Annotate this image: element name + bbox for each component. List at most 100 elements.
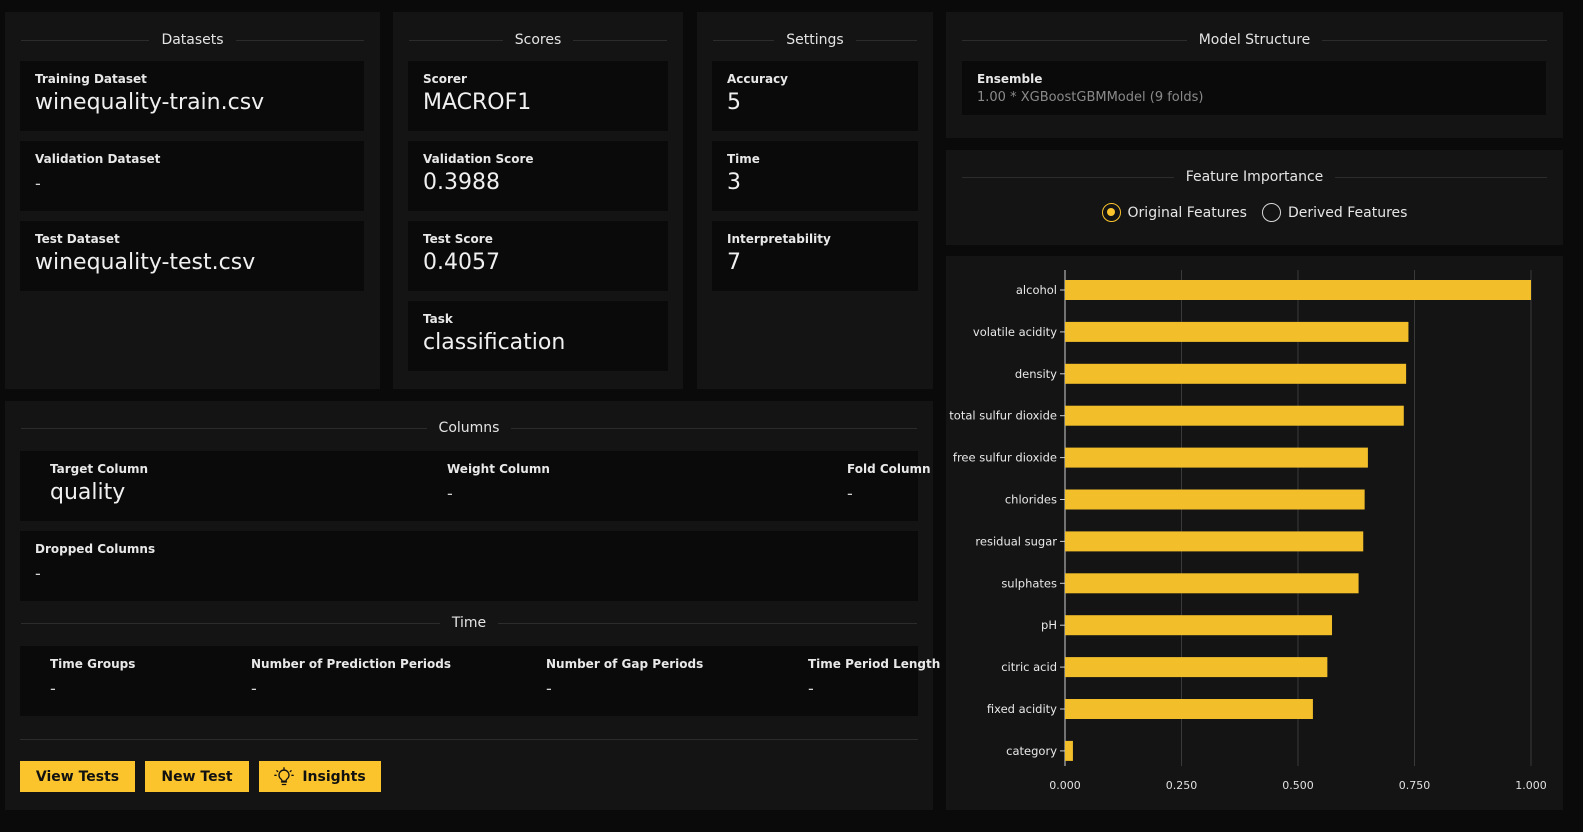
ensemble-tile: Ensemble 1.00 * XGBoostGBMModel (9 folds… <box>962 61 1546 115</box>
dropped-columns-label: Dropped Columns <box>35 542 156 556</box>
interpretability-tile: Interpretability 7 <box>712 221 918 291</box>
x-tick-label: 0.750 <box>1399 779 1431 792</box>
accuracy-tile: Accuracy 5 <box>712 61 918 131</box>
scores-card: Scores Scorer MACROF1 Validation Score 0… <box>393 12 683 389</box>
x-tick-label: 1.000 <box>1515 779 1547 792</box>
interpretability-label: Interpretability <box>727 232 831 246</box>
lightbulb-icon <box>274 766 295 787</box>
category-label: total sulfur dioxide <box>949 409 1057 423</box>
fold-column-label: Fold Column <box>847 462 931 476</box>
time-setting-label: Time <box>727 152 760 166</box>
time-groups-value: - <box>50 679 56 698</box>
test-dataset-value: winequality-test.csv <box>35 250 256 275</box>
validation-dataset-label: Validation Dataset <box>35 152 161 166</box>
scorer-tile: Scorer MACROF1 <box>408 61 668 131</box>
category-label: sulphates <box>1001 576 1057 590</box>
category-label: fixed acidity <box>987 702 1057 716</box>
view-tests-label: View Tests <box>35 768 120 785</box>
bar <box>1065 573 1359 594</box>
scores-title: Scores <box>409 30 667 50</box>
columns-title: Columns <box>21 418 917 438</box>
validation-score-tile: Validation Score 0.3988 <box>408 141 668 211</box>
bar <box>1065 321 1409 342</box>
feature-importance-chart-card: 0.000 0.250 0.500 0.750 1.000 alcohol volatile… <box>946 256 1563 810</box>
category-label: density <box>1015 367 1057 381</box>
time-info-tile: Time Groups - Number of Prediction Perio… <box>20 646 940 716</box>
x-tick-label: 0.500 <box>1282 779 1314 792</box>
column-info-tile: Target Column quality Weight Column - Fo… <box>20 451 931 521</box>
radio-unselected-icon <box>1261 203 1281 222</box>
datasets-title: Datasets <box>21 30 364 50</box>
insights-button[interactable]: Insights <box>259 761 381 792</box>
ensemble-value: 1.00 * XGBoostGBMModel (9 folds) <box>977 90 1204 105</box>
period-length-label: Time Period Length <box>808 657 941 671</box>
derived-features-radio[interactable]: Derived Features <box>1261 203 1408 222</box>
category-label: alcohol <box>1016 283 1057 297</box>
time-setting-tile: Time 3 <box>712 141 918 211</box>
time-groups-label: Time Groups <box>50 657 136 671</box>
feature-type-selector: Original Features Derived Features <box>946 203 1563 222</box>
category-label: category <box>1006 744 1057 758</box>
training-dataset-label: Training Dataset <box>35 72 147 86</box>
actions-divider <box>20 739 918 740</box>
new-test-button[interactable]: New Test <box>145 761 249 792</box>
target-column-value: quality <box>50 480 126 505</box>
fold-column-value: - <box>847 484 853 503</box>
bar <box>1065 489 1365 510</box>
task-value: classification <box>423 330 566 355</box>
task-label: Task <box>423 312 453 326</box>
validation-dataset-tile: Validation Dataset - <box>20 141 364 211</box>
original-features-radio[interactable]: Original Features <box>1101 203 1247 222</box>
settings-card: Settings Accuracy 5 Time 3 Interpretabil… <box>697 12 933 389</box>
target-column-label: Target Column <box>50 462 149 476</box>
ensemble-label: Ensemble <box>977 72 1043 86</box>
time-setting-value: 3 <box>727 170 741 195</box>
derived-features-label: Derived Features <box>1287 204 1408 221</box>
category-label: residual sugar <box>975 534 1057 548</box>
validation-score-value: 0.3988 <box>423 170 500 195</box>
feature-importance-title: Feature Importance <box>962 167 1547 187</box>
test-dataset-label: Test Dataset <box>35 232 120 246</box>
category-label: citric acid <box>1001 660 1057 674</box>
bar <box>1065 280 1531 300</box>
category-label: pH <box>1041 618 1057 632</box>
columns-card: Columns Target Column quality Weight Col… <box>5 401 940 810</box>
bar <box>1065 699 1313 719</box>
view-tests-button[interactable]: View Tests <box>20 761 135 792</box>
time-title: Time <box>21 613 917 633</box>
x-tick-label: 0.250 <box>1166 779 1198 792</box>
scorer-label: Scorer <box>423 72 467 86</box>
bar <box>1065 531 1364 552</box>
bar <box>1065 657 1328 678</box>
test-score-tile: Test Score 0.4057 <box>408 221 668 291</box>
insights-label: Insights <box>302 768 366 785</box>
category-label: volatile acidity <box>973 325 1057 339</box>
gap-periods-value: - <box>546 679 552 698</box>
original-features-label: Original Features <box>1127 204 1247 221</box>
bar <box>1065 447 1368 468</box>
validation-score-label: Validation Score <box>423 152 534 166</box>
bar <box>1065 405 1404 426</box>
test-score-value: 0.4057 <box>423 250 500 275</box>
bar <box>1065 615 1333 636</box>
feature-importance-card: Feature Importance Original Features Der… <box>946 150 1563 245</box>
model-structure-card: Model Structure Ensemble 1.00 * XGBoostG… <box>946 12 1563 138</box>
settings-title: Settings <box>713 30 917 50</box>
weight-column-value: - <box>447 484 453 503</box>
prediction-periods-value: - <box>251 679 257 698</box>
task-tile: Task classification <box>408 301 668 371</box>
x-tick-label: 0.000 <box>1049 779 1081 792</box>
weight-column-label: Weight Column <box>447 462 550 476</box>
dropped-columns-value: - <box>35 564 41 583</box>
dropped-columns-tile: Dropped Columns - <box>20 531 918 601</box>
accuracy-label: Accuracy <box>727 72 789 86</box>
prediction-periods-label: Number of Prediction Periods <box>251 657 451 671</box>
bar <box>1065 740 1073 761</box>
category-label: free sulfur dioxide <box>953 451 1057 465</box>
period-length-value: - <box>808 679 814 698</box>
scorer-value: MACROF1 <box>423 90 532 115</box>
test-dataset-tile: Test Dataset winequality-test.csv <box>20 221 364 291</box>
training-dataset-tile: Training Dataset winequality-train.csv <box>20 61 364 131</box>
category-label: chlorides <box>1005 493 1057 507</box>
test-score-label: Test Score <box>423 232 493 246</box>
